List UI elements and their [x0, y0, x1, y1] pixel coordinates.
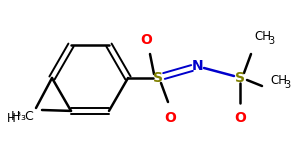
Text: CH: CH	[254, 30, 271, 42]
Text: O: O	[164, 111, 176, 125]
Text: 3: 3	[268, 36, 274, 46]
Text: S: S	[153, 71, 163, 85]
Text: ₃: ₃	[16, 108, 20, 118]
Text: 3: 3	[284, 80, 290, 90]
Text: O: O	[234, 111, 246, 125]
Text: H: H	[11, 111, 20, 123]
Text: N: N	[192, 59, 204, 73]
Text: ₃C: ₃C	[20, 111, 34, 123]
Text: O: O	[140, 33, 152, 47]
Text: CH: CH	[270, 74, 287, 87]
Text: H: H	[7, 111, 16, 124]
Text: S: S	[235, 71, 245, 85]
